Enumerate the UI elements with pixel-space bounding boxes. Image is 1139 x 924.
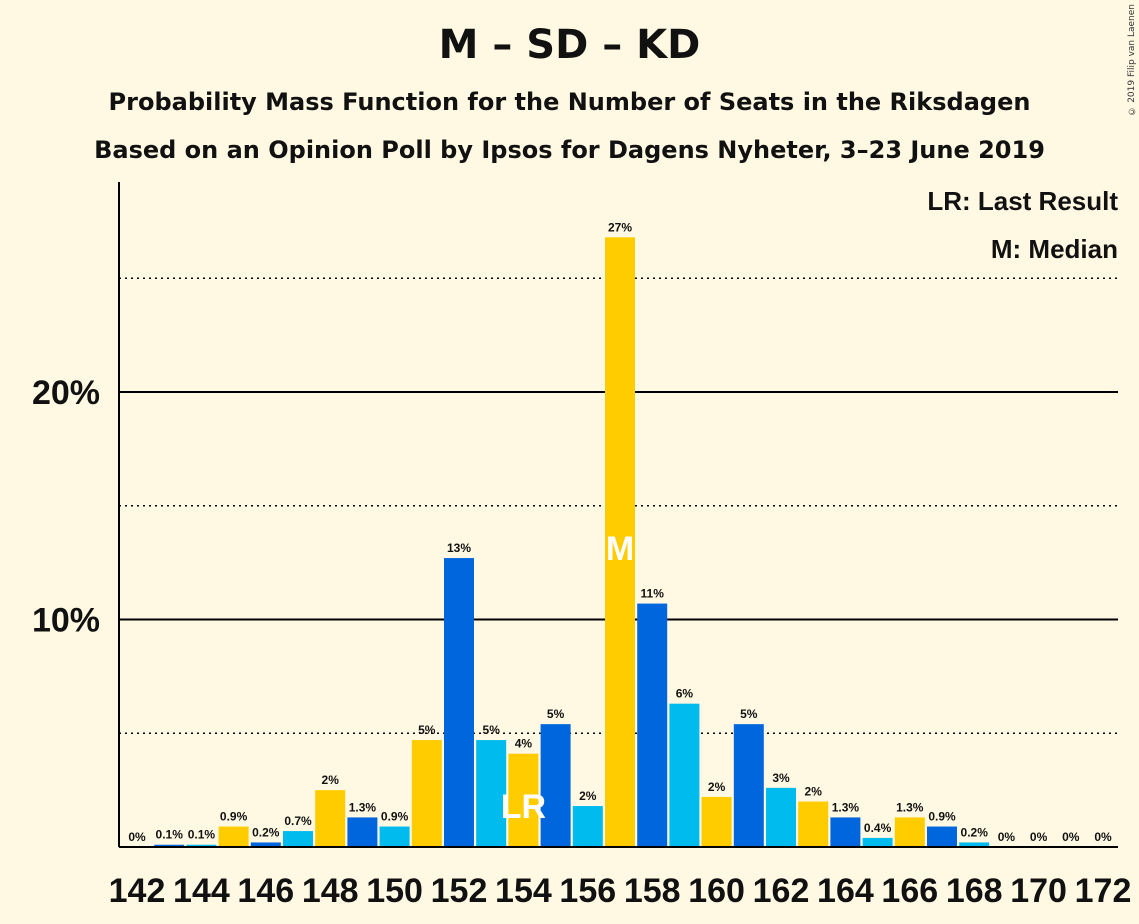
- x-tick-label: 160: [688, 872, 745, 910]
- bar: [605, 237, 635, 848]
- bar: [733, 724, 764, 847]
- bar: [476, 740, 507, 847]
- bar-value-label: 0.9%: [928, 810, 956, 824]
- bar-value-label: 1.3%: [896, 800, 924, 814]
- bar: [411, 740, 442, 847]
- bar: [347, 817, 378, 847]
- bar: [637, 603, 668, 847]
- bars: [154, 237, 990, 848]
- y-tick-label: 20%: [32, 374, 100, 412]
- bar-value-label: 1.3%: [832, 800, 860, 814]
- bar-value-label: 0.7%: [284, 814, 312, 828]
- bar-value-label: 5%: [740, 707, 758, 721]
- bar-value-label: 0.9%: [220, 810, 248, 824]
- bar: [315, 790, 346, 847]
- bar: [894, 817, 925, 847]
- x-tick-label: 146: [237, 872, 294, 910]
- bar-value-label: 0%: [998, 830, 1016, 844]
- bar-value-label: 27%: [608, 220, 632, 234]
- chart-subtitle-2: Based on an Opinion Poll by Ipsos for Da…: [94, 136, 1045, 164]
- bar: [798, 801, 829, 847]
- bar: [862, 837, 893, 847]
- bar-value-label: 6%: [676, 687, 694, 701]
- bar-value-label: 5%: [547, 707, 565, 721]
- bar-value-label: 11%: [641, 587, 665, 601]
- chart-title: M – SD – KD: [438, 22, 701, 68]
- bar-value-label: 2%: [322, 773, 340, 787]
- x-tick-label: 156: [559, 872, 616, 910]
- bar-value-label: 0.2%: [252, 825, 280, 839]
- bar: [572, 806, 603, 847]
- x-tick-label: 150: [366, 872, 423, 910]
- bar-value-label: 0.4%: [864, 821, 892, 835]
- legend: LR: Last Result M: Median: [927, 186, 1118, 264]
- bar-value-label: 2%: [805, 785, 823, 799]
- bar: [927, 826, 957, 847]
- x-tick-label: 144: [173, 872, 230, 910]
- bar: [283, 831, 313, 847]
- bar-value-label: 13%: [447, 541, 471, 555]
- x-tick-label: 166: [881, 872, 938, 910]
- bar: [830, 817, 861, 847]
- bar: [186, 844, 217, 847]
- last-result-marker: LR: [501, 788, 546, 826]
- x-tick-label: 162: [753, 872, 810, 910]
- x-tick-label: 148: [302, 872, 359, 910]
- bar-value-label: 0.2%: [961, 825, 989, 839]
- bar-labels: 0% 0.1% 0.1% 0.9% 0.2% 0.7% 2% 1.3% 0.9% 5% 13% 5% 4…: [128, 220, 1112, 844]
- x-tick-label: 154: [495, 872, 552, 910]
- x-tick-label: 164: [817, 872, 874, 910]
- bar: [379, 826, 410, 847]
- bar-value-label: 5%: [418, 723, 436, 737]
- bar: [959, 842, 990, 847]
- y-tick-label: 10%: [32, 602, 100, 640]
- bar-value-label: 0%: [1062, 830, 1080, 844]
- bar-value-label: 0%: [1030, 830, 1048, 844]
- bar-value-label: 1.3%: [349, 800, 377, 814]
- bar-value-label: 0%: [128, 830, 146, 844]
- x-tick-label: 158: [624, 872, 681, 910]
- bar-value-label: 2%: [579, 789, 597, 803]
- median-marker: M: [606, 530, 634, 568]
- x-tick-label: 170: [1010, 872, 1067, 910]
- bar-value-label: 0%: [1094, 830, 1112, 844]
- bar-value-label: 4%: [515, 737, 533, 751]
- bar: [250, 842, 281, 847]
- bar: [218, 826, 249, 847]
- bar: [669, 703, 700, 847]
- chart-subtitle: Probability Mass Function for the Number…: [108, 88, 1031, 116]
- bar-value-label: 0.1%: [156, 828, 184, 842]
- axes: 10%20%142 144 146 148 150 152 154 156 158 160 162 1…: [32, 182, 1131, 910]
- legend-last-result: LR: Last Result: [927, 186, 1118, 216]
- bar-value-label: 3%: [772, 771, 790, 785]
- bar: [154, 844, 185, 847]
- bar-value-label: 5%: [483, 723, 501, 737]
- bar-value-label: 0.9%: [381, 810, 409, 824]
- bar: [508, 753, 539, 847]
- x-tick-label: 142: [109, 872, 166, 910]
- bar: [766, 787, 796, 847]
- bar-value-label: 2%: [708, 780, 726, 794]
- bar: [444, 558, 474, 847]
- x-tick-label: 152: [431, 872, 488, 910]
- x-tick-label: 172: [1075, 872, 1132, 910]
- bar-value-label: 0.1%: [188, 828, 216, 842]
- legend-median: M: Median: [991, 234, 1118, 264]
- bar: [540, 724, 571, 847]
- bar: [701, 796, 732, 847]
- x-tick-label: 168: [946, 872, 1003, 910]
